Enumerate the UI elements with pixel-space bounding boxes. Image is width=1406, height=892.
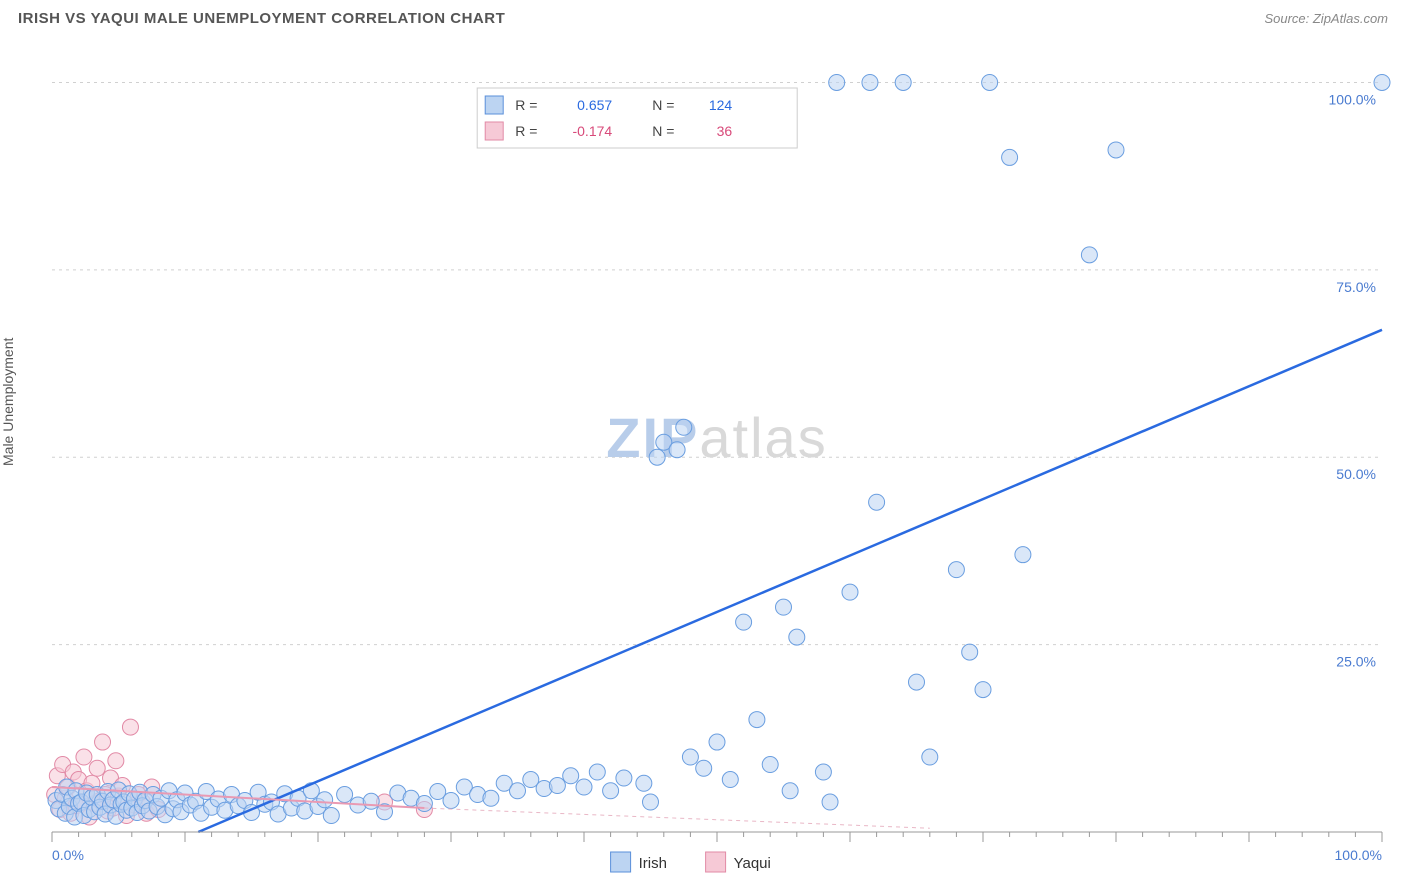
- source-label: Source: ZipAtlas.com: [1264, 11, 1388, 26]
- chart-container: Male Unemployment ZIPatlas 0.0% 100.0% 25.0…: [0, 40, 1406, 892]
- point-irish: [829, 74, 845, 90]
- legend-r-label: R =: [515, 123, 537, 139]
- x-tick-label: 100.0%: [1335, 847, 1382, 863]
- point-irish: [815, 764, 831, 780]
- legend-n-value: 36: [717, 123, 733, 139]
- point-irish: [962, 644, 978, 660]
- point-irish: [722, 772, 738, 788]
- point-irish: [416, 796, 432, 812]
- point-irish: [483, 790, 499, 806]
- y-tick-label: 25.0%: [1336, 654, 1376, 670]
- watermark: ZIPatlas: [606, 406, 827, 469]
- point-irish: [682, 749, 698, 765]
- point-irish: [776, 599, 792, 615]
- point-irish: [363, 793, 379, 809]
- x-tick-label: 0.0%: [52, 847, 84, 863]
- trend-line-irish: [198, 330, 1382, 832]
- point-irish: [676, 419, 692, 435]
- correlation-chart: ZIPatlas 0.0% 100.0% 25.0% 50.0% 75.0% 100.0% R…: [0, 40, 1406, 886]
- point-yaqui: [76, 749, 92, 765]
- point-irish: [1002, 149, 1018, 165]
- point-irish: [982, 74, 998, 90]
- y-tick-label: 100.0%: [1329, 91, 1376, 107]
- point-irish: [337, 787, 353, 803]
- point-irish: [909, 674, 925, 690]
- legend-r-value: -0.174: [572, 123, 612, 139]
- point-irish: [948, 562, 964, 578]
- point-irish: [317, 792, 333, 808]
- point-irish: [842, 584, 858, 600]
- point-irish: [736, 614, 752, 630]
- legend-label-yaqui: Yaqui: [734, 855, 771, 872]
- point-irish: [563, 768, 579, 784]
- point-irish: [510, 783, 526, 799]
- point-yaqui: [95, 734, 111, 750]
- point-irish: [789, 629, 805, 645]
- legend-n-label: N =: [652, 123, 674, 139]
- point-irish: [603, 783, 619, 799]
- point-irish: [649, 449, 665, 465]
- legend-swatch: [485, 96, 503, 114]
- legend-label-irish: Irish: [639, 855, 667, 872]
- point-irish: [643, 794, 659, 810]
- point-irish: [669, 442, 685, 458]
- point-irish: [549, 778, 565, 794]
- point-irish: [636, 775, 652, 791]
- legend-n-label: N =: [652, 97, 674, 113]
- trend-line-yaqui-dashed: [424, 808, 929, 828]
- point-irish: [576, 779, 592, 795]
- legend-r-label: R =: [515, 97, 537, 113]
- y-axis-label: Male Unemployment: [0, 338, 16, 466]
- point-irish: [1374, 74, 1390, 90]
- point-irish: [975, 682, 991, 698]
- point-irish: [862, 74, 878, 90]
- point-irish: [616, 770, 632, 786]
- legend-swatch: [706, 852, 726, 872]
- point-irish: [822, 794, 838, 810]
- legend-swatch: [611, 852, 631, 872]
- point-irish: [782, 783, 798, 799]
- point-yaqui: [89, 760, 105, 776]
- legend-swatch: [485, 122, 503, 140]
- point-irish: [762, 757, 778, 773]
- point-irish: [922, 749, 938, 765]
- point-irish: [895, 74, 911, 90]
- point-irish: [323, 808, 339, 824]
- point-irish: [1108, 142, 1124, 158]
- point-irish: [709, 734, 725, 750]
- legend-n-value: 124: [709, 97, 733, 113]
- point-irish: [443, 793, 459, 809]
- point-irish: [696, 760, 712, 776]
- series-legend: Irish Yaqui: [611, 852, 771, 872]
- point-yaqui: [122, 719, 138, 735]
- point-irish: [589, 764, 605, 780]
- y-tick-label: 50.0%: [1336, 466, 1376, 482]
- point-irish: [869, 494, 885, 510]
- point-irish: [749, 712, 765, 728]
- page-title: IRISH VS YAQUI MALE UNEMPLOYMENT CORRELA…: [18, 10, 505, 27]
- point-yaqui: [108, 753, 124, 769]
- y-tick-label: 75.0%: [1336, 279, 1376, 295]
- point-irish: [1081, 247, 1097, 263]
- point-irish: [1015, 547, 1031, 563]
- legend-r-value: 0.657: [577, 97, 612, 113]
